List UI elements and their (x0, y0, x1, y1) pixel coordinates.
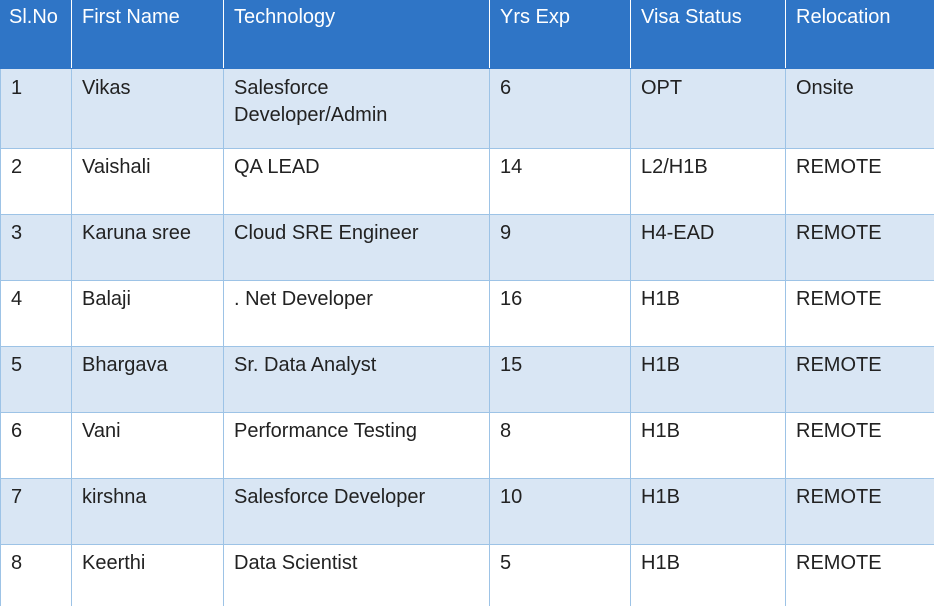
cell-technology: Salesforce Developer (223, 478, 490, 545)
cell-first-name: Bhargava (71, 346, 224, 413)
cell-yrs-exp: 16 (489, 280, 631, 347)
cell-relocation: REMOTE (785, 148, 934, 215)
cell-relocation: REMOTE (785, 280, 934, 347)
cell-relocation: Onsite (785, 68, 934, 149)
table-row: 3 Karuna sree Cloud SRE Engineer 9 H4-EA… (0, 214, 934, 281)
cell-relocation: REMOTE (785, 214, 934, 281)
cell-first-name: Keerthi (71, 544, 224, 606)
header-relocation: Relocation (785, 0, 934, 69)
cell-first-name: Vaishali (71, 148, 224, 215)
cell-sl-no: 6 (0, 412, 72, 479)
cell-relocation: REMOTE (785, 346, 934, 413)
table-row: 8 Keerthi Data Scientist 5 H1B REMOTE (0, 544, 934, 606)
cell-first-name: Karuna sree (71, 214, 224, 281)
cell-yrs-exp: 10 (489, 478, 631, 545)
cell-relocation: REMOTE (785, 412, 934, 479)
header-sl-no: Sl.No (0, 0, 72, 69)
cell-yrs-exp: 6 (489, 68, 631, 149)
cell-visa-status: H1B (630, 478, 786, 545)
table-row: 1 Vikas Salesforce Developer/Admin 6 OPT… (0, 68, 934, 149)
cell-technology: Salesforce Developer/Admin (223, 68, 490, 149)
header-yrs-exp: Yrs Exp (489, 0, 631, 69)
cell-visa-status: H1B (630, 346, 786, 413)
table-row: 6 Vani Performance Testing 8 H1B REMOTE (0, 412, 934, 479)
cell-relocation: REMOTE (785, 478, 934, 545)
cell-technology: Data Scientist (223, 544, 490, 606)
cell-sl-no: 5 (0, 346, 72, 413)
cell-visa-status: H1B (630, 412, 786, 479)
cell-sl-no: 7 (0, 478, 72, 545)
cell-first-name: kirshna (71, 478, 224, 545)
cell-yrs-exp: 8 (489, 412, 631, 479)
table-row: 2 Vaishali QA LEAD 14 L2/H1B REMOTE (0, 148, 934, 215)
table-row: 7 kirshna Salesforce Developer 10 H1B RE… (0, 478, 934, 545)
cell-yrs-exp: 9 (489, 214, 631, 281)
cell-technology: Sr. Data Analyst (223, 346, 490, 413)
cell-relocation: REMOTE (785, 544, 934, 606)
cell-sl-no: 2 (0, 148, 72, 215)
cell-yrs-exp: 5 (489, 544, 631, 606)
cell-sl-no: 1 (0, 68, 72, 149)
cell-yrs-exp: 14 (489, 148, 631, 215)
table-row: 4 Balaji . Net Developer 16 H1B REMOTE (0, 280, 934, 347)
cell-technology: Performance Testing (223, 412, 490, 479)
header-visa-status: Visa Status (630, 0, 786, 69)
cell-visa-status: H1B (630, 544, 786, 606)
table-row: 5 Bhargava Sr. Data Analyst 15 H1B REMOT… (0, 346, 934, 413)
cell-visa-status: L2/H1B (630, 148, 786, 215)
cell-yrs-exp: 15 (489, 346, 631, 413)
cell-sl-no: 4 (0, 280, 72, 347)
cell-sl-no: 3 (0, 214, 72, 281)
cell-visa-status: H1B (630, 280, 786, 347)
cell-visa-status: H4-EAD (630, 214, 786, 281)
cell-first-name: Vani (71, 412, 224, 479)
cell-visa-status: OPT (630, 68, 786, 149)
cell-first-name: Balaji (71, 280, 224, 347)
cell-sl-no: 8 (0, 544, 72, 606)
header-first-name: First Name (71, 0, 224, 69)
cell-technology: . Net Developer (223, 280, 490, 347)
cell-technology: QA LEAD (223, 148, 490, 215)
header-technology: Technology (223, 0, 490, 69)
cell-first-name: Vikas (71, 68, 224, 149)
table-header-row: Sl.No First Name Technology Yrs Exp Visa… (0, 0, 934, 69)
cell-technology: Cloud SRE Engineer (223, 214, 490, 281)
